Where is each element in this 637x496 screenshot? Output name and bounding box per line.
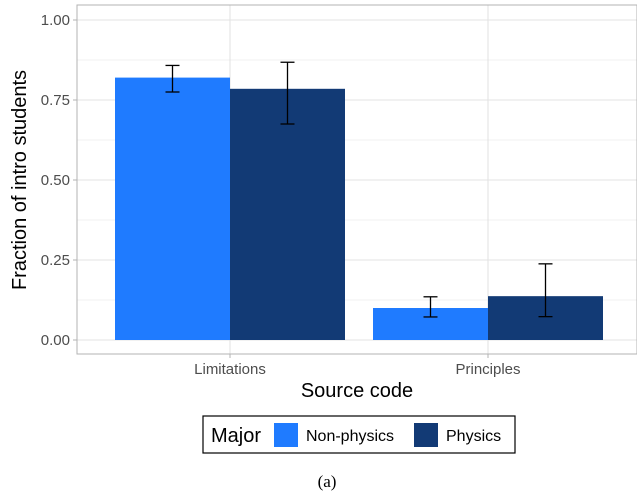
figure-caption: (a) xyxy=(318,472,337,491)
bars xyxy=(115,77,603,340)
x-tick-label: Limitations xyxy=(194,361,266,378)
y-axis-ticks: 0.00 0.25 0.50 0.75 1.00 xyxy=(41,12,77,349)
y-tick-label: 0.00 xyxy=(41,332,70,349)
y-axis-title: Fraction of intro students xyxy=(9,70,31,290)
y-tick-label: 0.50 xyxy=(41,172,70,189)
legend-title: Major xyxy=(211,425,261,447)
legend-swatch-non-physics xyxy=(274,423,298,447)
x-tick-label: Principles xyxy=(455,361,520,378)
bar-non-physics-limitations xyxy=(115,77,230,340)
legend-box xyxy=(202,415,516,454)
bar-physics-limitations xyxy=(230,88,345,340)
legend: Major Non-physics Physics xyxy=(202,415,516,454)
legend-swatch-physics xyxy=(414,423,438,447)
x-axis-title: Source code xyxy=(301,380,413,402)
x-axis-ticks: Limitations Principles xyxy=(194,354,521,378)
legend-label-physics: Physics xyxy=(446,428,501,445)
y-tick-label: 0.25 xyxy=(41,252,70,269)
y-tick-label: 1.00 xyxy=(41,12,70,29)
y-tick-label: 0.75 xyxy=(41,92,70,109)
legend-label-non-physics: Non-physics xyxy=(306,428,394,445)
error-bars xyxy=(165,61,553,318)
